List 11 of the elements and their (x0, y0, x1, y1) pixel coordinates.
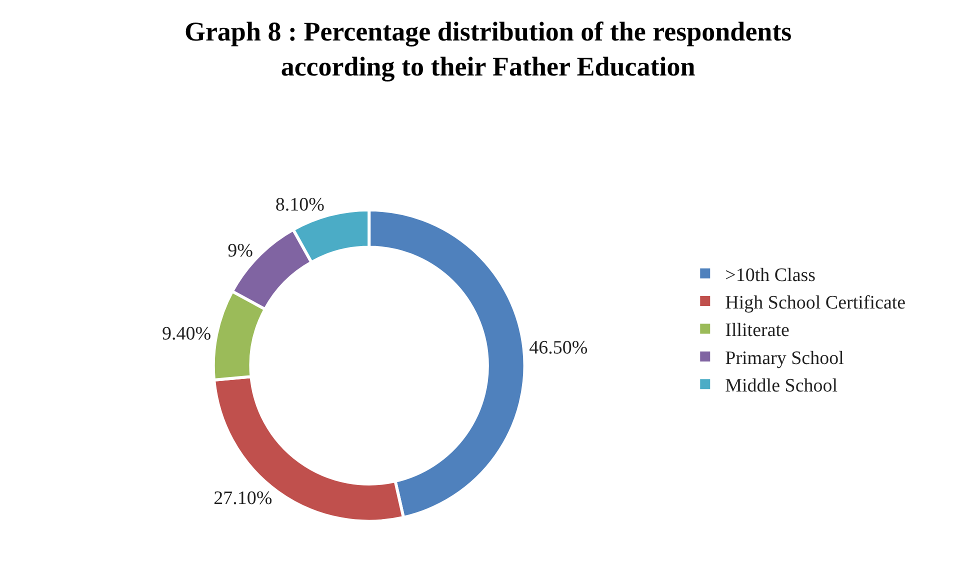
chart-title: Graph 8 : Percentage distribution of the respondents according to their Father Education (184, 16, 792, 82)
data-label: 46.50% (529, 338, 588, 359)
data-label: 8.10% (275, 194, 325, 216)
legend-label: Middle School (725, 376, 838, 397)
legend-label: Illiterate (725, 320, 790, 342)
legend-label: High School Certificate (725, 292, 906, 314)
data-label: 9% (228, 240, 254, 262)
legend-label: >10th Class (725, 264, 816, 286)
data-label: 9.40% (162, 323, 212, 344)
legend-label: Primary School (725, 348, 844, 369)
data-label: 27.10% (214, 488, 272, 510)
